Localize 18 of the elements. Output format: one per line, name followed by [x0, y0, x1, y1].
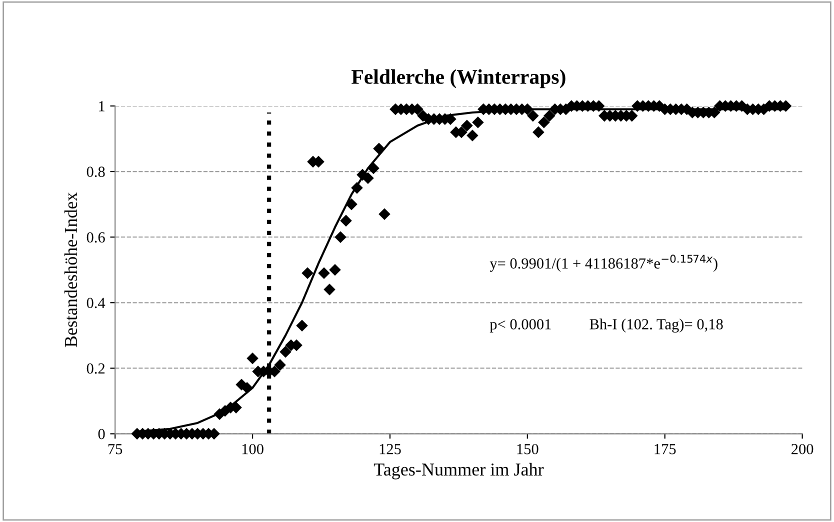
y-tick-label: 1: [99, 101, 104, 112]
y-tick-label: 0.8: [86, 166, 105, 178]
y-tick-label: 0: [98, 428, 105, 440]
y-tick-label: 0.2: [86, 363, 105, 374]
x-tick-label: 175: [654, 444, 676, 454]
annotation: Bh-I (102. Tag)= 0,18: [590, 318, 723, 333]
y-axis-title: Bestandeshöhe-Index: [64, 192, 78, 348]
x-tick-label: 200: [792, 444, 814, 454]
x-tick-label: 100: [242, 444, 264, 454]
chart-title: Feldlerche (Winterraps): [352, 69, 566, 88]
x-tick-label: 125: [380, 444, 401, 454]
x-tick-label: 150: [517, 444, 538, 454]
x-axis-title: Tages-Nummer im Jahr: [374, 462, 544, 480]
annotation: y= 0.9901/(1 + 41186187*e$^{−0.1574x}$): [490, 254, 718, 272]
annotation: p< 0.0001: [490, 319, 551, 333]
x-tick-label: 75: [108, 444, 122, 454]
y-tick-label: 0.4: [86, 298, 106, 308]
y-tick-label: 0.6: [86, 232, 105, 243]
